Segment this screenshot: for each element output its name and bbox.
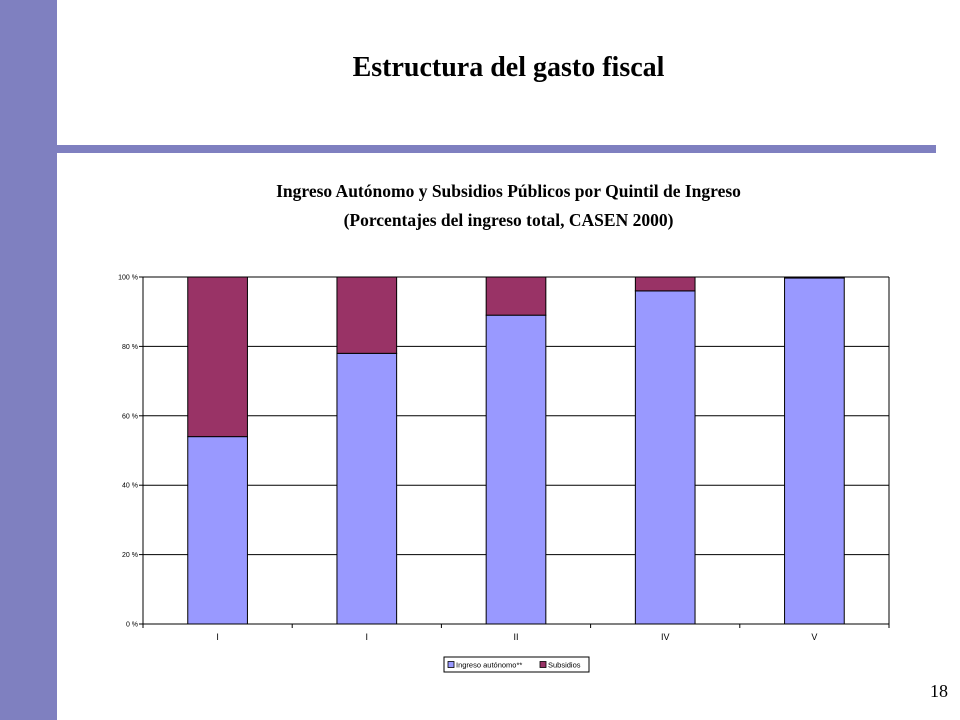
y-tick-label: 40 % xyxy=(122,483,138,490)
x-category-label: V xyxy=(811,632,817,642)
y-tick-label: 0 % xyxy=(126,622,138,629)
legend-label: Ingreso autónomo** xyxy=(456,661,522,670)
legend-swatch-subsidios xyxy=(539,661,547,668)
bar-ingreso-autonomo xyxy=(336,352,398,625)
x-category-label: I xyxy=(216,632,219,642)
x-category-label: IV xyxy=(661,632,670,642)
left-accent-bar xyxy=(0,0,57,720)
chart-subtitle-line2: (Porcentajes del ingreso total, CASEN 20… xyxy=(343,210,674,230)
slide-title: Estructura del gasto fiscal xyxy=(352,52,665,83)
legend-label: Subsidios xyxy=(548,661,581,670)
y-tick-label: 80 % xyxy=(122,344,138,351)
chart-subtitle-line1: Ingreso Autónomo y Subsidios Públicos po… xyxy=(276,181,741,201)
y-tick-label: 100 % xyxy=(118,275,138,282)
bar-subsidios xyxy=(187,276,248,438)
bar-subsidios xyxy=(634,276,696,292)
legend-swatch-ingreso xyxy=(447,661,455,668)
bar-subsidios xyxy=(784,276,845,279)
bar-subsidios xyxy=(336,276,398,354)
title-divider xyxy=(33,145,936,153)
bar-ingreso-autonomo xyxy=(784,277,845,625)
bar-ingreso-autonomo xyxy=(485,314,547,625)
bar-ingreso-autonomo xyxy=(634,290,696,625)
y-tick-label: 20 % xyxy=(122,552,138,559)
page-number: 18 xyxy=(930,681,948,701)
y-tick-label: 60 % xyxy=(122,413,138,420)
x-category-label: I xyxy=(366,632,369,642)
bar-subsidios xyxy=(485,276,547,316)
bar-ingreso-autonomo xyxy=(187,436,248,625)
legend xyxy=(443,656,590,673)
x-category-label: II xyxy=(513,632,518,642)
